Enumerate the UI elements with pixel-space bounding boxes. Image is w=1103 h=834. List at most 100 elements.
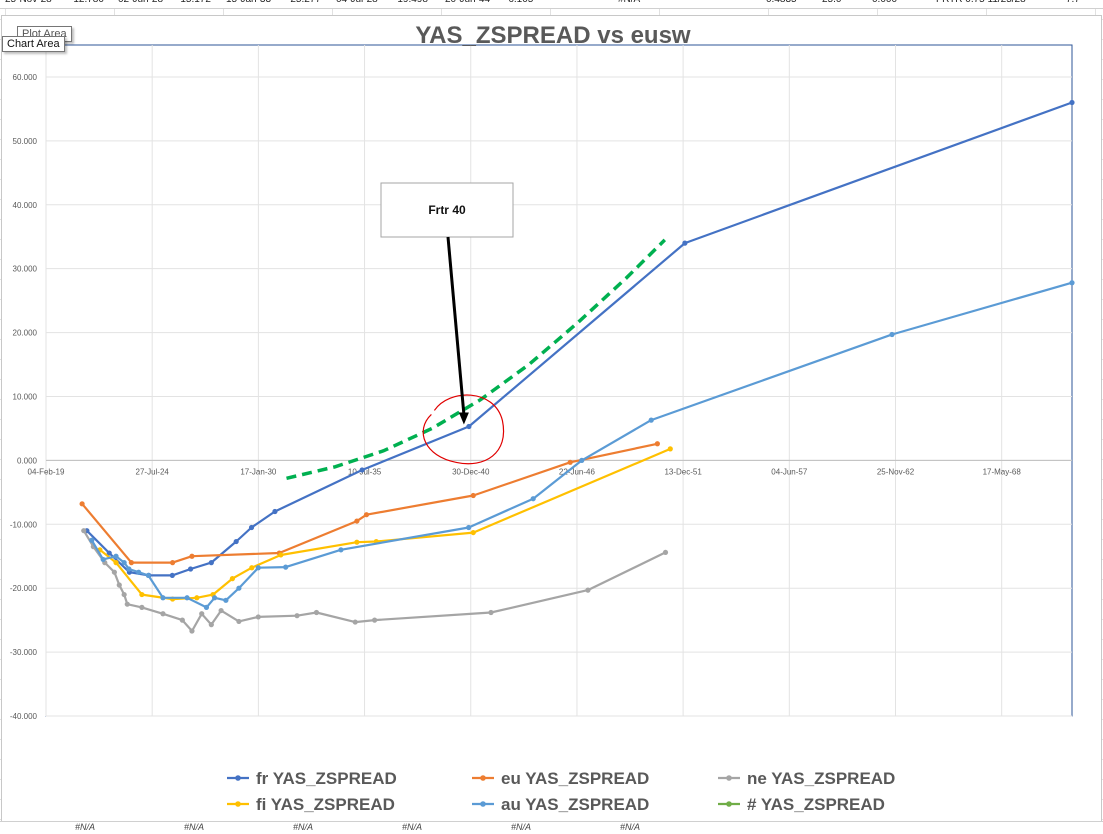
series-point-4[interactable] — [338, 547, 344, 553]
series-point-1[interactable] — [189, 553, 195, 559]
series-point-2[interactable] — [218, 607, 224, 614]
series-point-3[interactable] — [354, 539, 360, 545]
series-point-0[interactable] — [682, 240, 688, 246]
series-point-3[interactable] — [229, 576, 236, 582]
series-point-2[interactable] — [236, 618, 242, 625]
cell-top-14[interactable]: FRTR 0.75 11/25/28 — [936, 0, 1026, 5]
cell-top-0[interactable]: 25-Nov-28 — [5, 0, 52, 5]
cell-bottom-0[interactable]: #N/A — [75, 822, 96, 832]
series-point-4[interactable] — [136, 569, 142, 575]
cell-top-9[interactable]: -6.105 — [505, 0, 533, 5]
series-point-4[interactable] — [579, 457, 585, 463]
series-point-4[interactable] — [100, 556, 106, 563]
series-point-0[interactable] — [272, 508, 278, 515]
series-point-3[interactable] — [470, 529, 476, 536]
series-point-4[interactable] — [203, 604, 210, 610]
series-point-3[interactable] — [249, 565, 255, 571]
series-point-3[interactable] — [194, 595, 200, 601]
series-point-4[interactable] — [223, 597, 229, 603]
series-point-4[interactable] — [530, 496, 536, 502]
cell-top-3[interactable]: -15.172 — [177, 0, 211, 5]
cell-top-5[interactable]: -25.277 — [287, 0, 321, 5]
series-point-4[interactable] — [283, 564, 289, 570]
cell-top-6[interactable]: 04-Jul-28 — [336, 0, 378, 5]
series-point-0[interactable] — [248, 524, 255, 531]
series-point-3[interactable] — [139, 591, 145, 598]
cell-bottom-5[interactable]: #N/A — [620, 822, 641, 832]
series-point-0[interactable] — [1069, 99, 1075, 106]
series-point-3[interactable] — [113, 560, 119, 566]
series-point-4[interactable] — [121, 560, 127, 566]
series-point-2[interactable] — [313, 609, 320, 616]
cell-bottom-4[interactable]: #N/A — [511, 822, 532, 832]
series-point-0[interactable] — [187, 566, 194, 572]
cell-top-1[interactable]: -12.780 — [70, 0, 104, 5]
series-point-2[interactable] — [179, 617, 185, 623]
cell-top-4[interactable]: 15-Jan-33 — [226, 0, 271, 5]
series-point-2[interactable] — [488, 609, 494, 616]
series-point-1[interactable] — [79, 501, 85, 507]
series-line-1[interactable] — [81, 442, 658, 564]
series-point-4[interactable] — [126, 566, 132, 572]
series-point-2[interactable] — [294, 613, 300, 619]
annotation-box[interactable] — [380, 182, 514, 238]
series-point-4[interactable] — [145, 572, 151, 579]
cell-top-10[interactable]: #N/A — [618, 0, 640, 5]
series-point-3[interactable] — [667, 446, 673, 452]
series-point-0[interactable] — [359, 467, 365, 473]
series-point-0[interactable] — [233, 538, 239, 545]
series-line-4[interactable] — [90, 281, 1073, 609]
series-point-4[interactable] — [211, 595, 218, 601]
series-point-4[interactable] — [466, 524, 472, 531]
series-point-4[interactable] — [160, 595, 166, 601]
series-point-2[interactable] — [255, 614, 261, 620]
series-point-1[interactable] — [470, 492, 476, 499]
series-line-0[interactable] — [86, 101, 1073, 577]
series-point-4[interactable] — [648, 417, 654, 423]
series-point-4[interactable] — [113, 553, 119, 559]
series-point-0[interactable] — [169, 572, 175, 579]
series-point-3[interactable] — [278, 552, 284, 558]
series-point-2[interactable] — [372, 617, 378, 623]
series-point-0[interactable] — [466, 423, 472, 430]
series-point-1[interactable] — [128, 560, 134, 566]
cell-bottom-3[interactable]: #N/A — [402, 822, 423, 832]
cell-bottom-1[interactable]: #N/A — [184, 822, 205, 832]
series-point-2[interactable] — [124, 601, 130, 607]
cell-top-7[interactable]: -19.498 — [394, 0, 428, 5]
series-point-4[interactable] — [889, 331, 895, 338]
legend-item-3[interactable]: fi YAS_ZSPREAD — [227, 795, 395, 814]
series-point-2[interactable] — [111, 569, 117, 575]
series-point-2[interactable] — [81, 528, 87, 534]
series-point-2[interactable] — [199, 611, 205, 617]
cell-top-11[interactable]: 0.4835 — [766, 0, 797, 5]
series-point-2[interactable] — [189, 628, 195, 634]
series-point-1[interactable] — [363, 512, 370, 518]
series-point-1[interactable] — [169, 560, 176, 566]
series-point-4[interactable] — [184, 595, 190, 601]
cell-top-13[interactable]: 0.000 — [872, 0, 897, 5]
series-point-0[interactable] — [208, 560, 214, 566]
legend-item-2[interactable]: ne YAS_ZSPREAD — [718, 769, 895, 788]
cell-top-2[interactable]: 02-Jun-28 — [118, 0, 163, 5]
legend-item-5[interactable]: # YAS_ZSPREAD — [718, 795, 885, 814]
legend-item-4[interactable]: au YAS_ZSPREAD — [472, 795, 649, 814]
series-point-1[interactable] — [567, 459, 573, 465]
series-point-1[interactable] — [354, 518, 360, 524]
series-point-1[interactable] — [654, 441, 660, 447]
series-point-2[interactable] — [121, 591, 127, 598]
chart-area[interactable]: -40.000 -30.000 -20.000 -10.000 0.000 10.000 2… — [1, 15, 1102, 822]
cell-top-15[interactable]: 7.7 — [1066, 0, 1080, 5]
series-point-2[interactable] — [662, 549, 669, 556]
legend-item-1[interactable]: eu YAS_ZSPREAD — [472, 769, 649, 788]
cell-top-12[interactable]: 25.0 — [822, 0, 841, 5]
legend-item-0[interactable]: fr YAS_ZSPREAD — [227, 769, 397, 788]
series-point-2[interactable] — [139, 604, 145, 610]
cell-bottom-2[interactable]: #N/A — [293, 822, 314, 832]
series-point-2[interactable] — [585, 587, 591, 593]
cell-top-8[interactable]: 20-Jun-44 — [445, 0, 490, 5]
series-point-0[interactable] — [106, 550, 112, 556]
series-point-4[interactable] — [255, 565, 261, 571]
series-point-2[interactable] — [160, 611, 166, 617]
series-point-2[interactable] — [116, 582, 122, 588]
